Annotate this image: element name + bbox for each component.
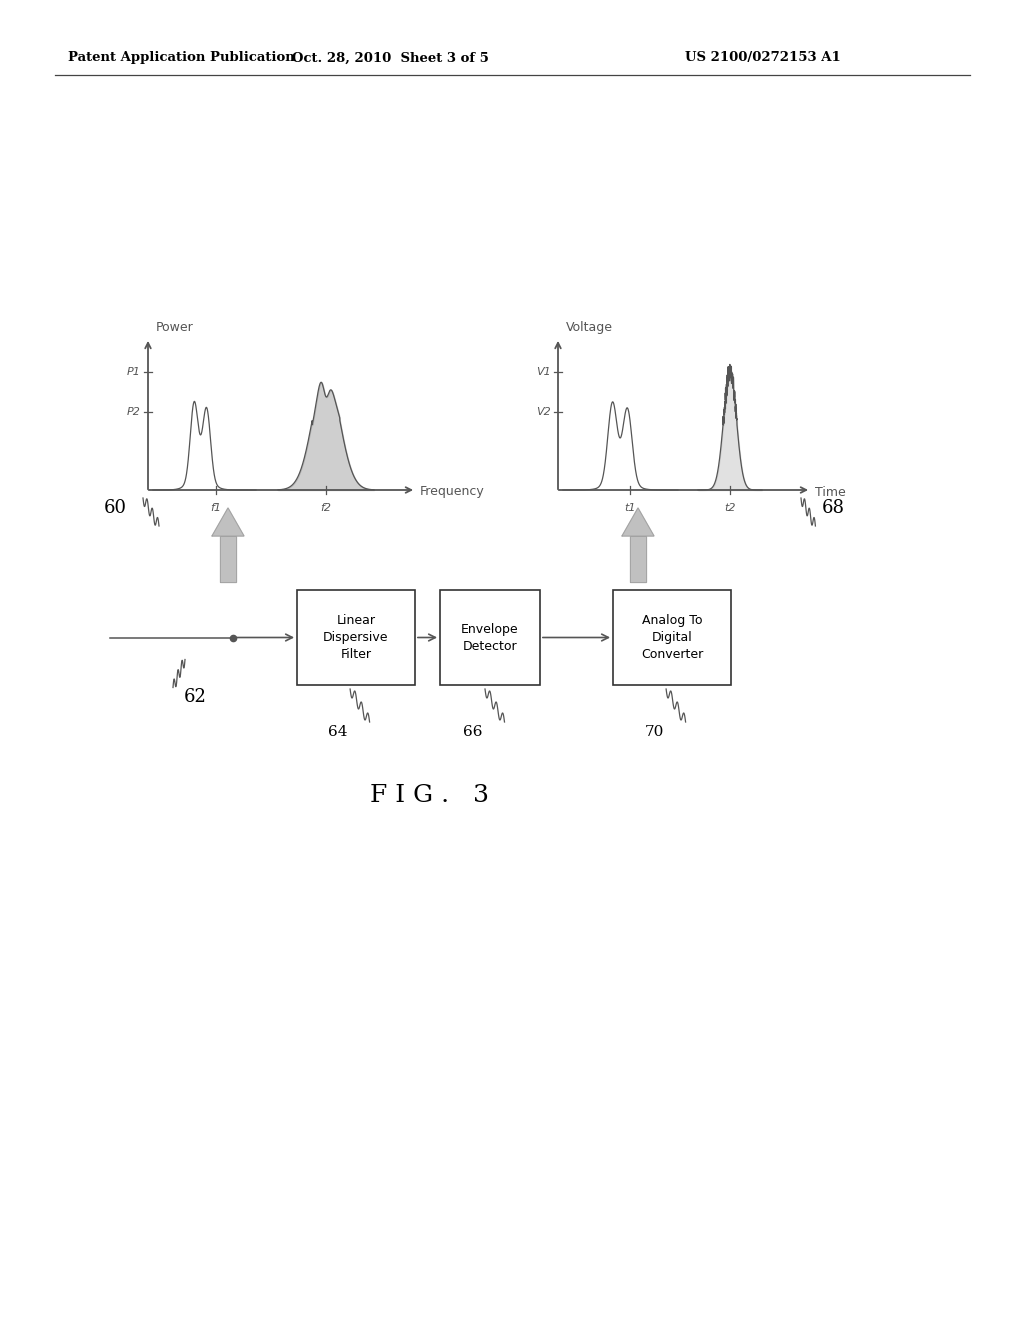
FancyBboxPatch shape [613, 590, 731, 685]
Text: V2: V2 [537, 407, 551, 417]
Text: US 2100/0272153 A1: US 2100/0272153 A1 [685, 51, 841, 65]
Polygon shape [622, 508, 654, 536]
Text: F I G .   3: F I G . 3 [371, 784, 489, 807]
Text: 60: 60 [103, 499, 127, 517]
Polygon shape [220, 536, 236, 582]
FancyBboxPatch shape [297, 590, 415, 685]
Text: 64: 64 [329, 725, 348, 739]
Text: Oct. 28, 2010  Sheet 3 of 5: Oct. 28, 2010 Sheet 3 of 5 [292, 51, 488, 65]
Text: Time: Time [815, 486, 846, 499]
Text: Voltage: Voltage [566, 321, 613, 334]
Text: V1: V1 [537, 367, 551, 378]
Text: t2: t2 [724, 503, 736, 513]
Text: f1: f1 [211, 503, 221, 513]
Text: 68: 68 [821, 499, 845, 517]
Text: Envelope
Detector: Envelope Detector [461, 623, 519, 652]
Text: Power: Power [156, 321, 194, 334]
Text: t1: t1 [625, 503, 636, 513]
Text: Patent Application Publication: Patent Application Publication [68, 51, 295, 65]
Text: Linear
Dispersive
Filter: Linear Dispersive Filter [324, 614, 389, 661]
Polygon shape [630, 536, 646, 582]
Text: P1: P1 [127, 367, 141, 378]
FancyBboxPatch shape [440, 590, 540, 685]
Text: P2: P2 [127, 407, 141, 417]
Text: 62: 62 [183, 689, 207, 706]
Text: Analog To
Digital
Converter: Analog To Digital Converter [641, 614, 703, 661]
Text: 70: 70 [644, 725, 664, 739]
Text: f2: f2 [321, 503, 332, 513]
Text: Frequency: Frequency [420, 486, 484, 499]
Polygon shape [212, 508, 244, 536]
Text: 66: 66 [463, 725, 482, 739]
